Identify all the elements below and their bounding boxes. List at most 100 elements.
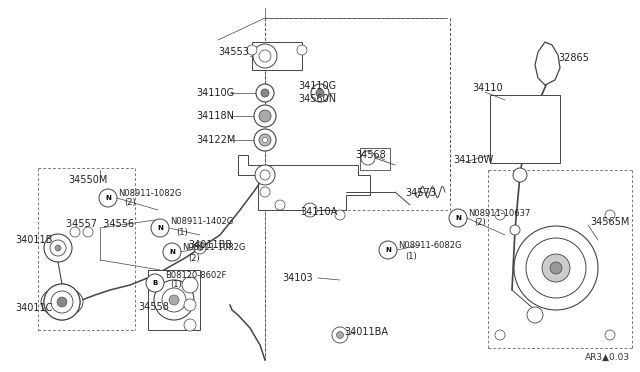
Text: 34568: 34568	[355, 150, 386, 160]
Text: 34110G: 34110G	[196, 88, 234, 98]
Text: N: N	[169, 249, 175, 255]
Circle shape	[70, 227, 80, 237]
Bar	[490, 95, 560, 163]
Text: (2): (2)	[474, 218, 486, 228]
Circle shape	[57, 297, 67, 307]
Circle shape	[337, 331, 344, 339]
Circle shape	[83, 227, 93, 237]
Circle shape	[163, 243, 181, 261]
Text: 34110G: 34110G	[298, 81, 336, 91]
Circle shape	[55, 245, 61, 251]
Circle shape	[44, 234, 72, 262]
Text: (1): (1)	[170, 280, 182, 289]
Circle shape	[297, 45, 307, 55]
Circle shape	[332, 327, 348, 343]
Ellipse shape	[41, 287, 83, 317]
Circle shape	[260, 187, 270, 197]
Circle shape	[316, 89, 324, 97]
Text: 34110W: 34110W	[453, 155, 493, 165]
Circle shape	[254, 105, 276, 127]
Circle shape	[510, 225, 520, 235]
Text: 34550M: 34550M	[68, 175, 108, 185]
Circle shape	[449, 209, 467, 227]
Text: 34560N: 34560N	[298, 94, 336, 104]
Text: 34118N: 34118N	[196, 111, 234, 121]
Circle shape	[194, 242, 206, 254]
Text: N: N	[157, 225, 163, 231]
Text: B: B	[152, 280, 157, 286]
Text: 34110A: 34110A	[300, 207, 337, 217]
Text: 34558: 34558	[138, 302, 169, 312]
Text: 32865: 32865	[558, 53, 589, 63]
Text: N08911-1082G: N08911-1082G	[182, 244, 245, 253]
Text: N08911-1082G: N08911-1082G	[118, 189, 181, 198]
Circle shape	[247, 45, 257, 55]
Text: 34573: 34573	[405, 188, 436, 198]
Text: N08911-1402G: N08911-1402G	[170, 218, 233, 227]
Circle shape	[275, 200, 285, 210]
Circle shape	[305, 205, 315, 215]
Circle shape	[182, 277, 198, 293]
Circle shape	[162, 288, 186, 312]
Circle shape	[256, 84, 274, 102]
Text: 34103: 34103	[282, 273, 312, 283]
Text: N: N	[455, 215, 461, 221]
Circle shape	[526, 238, 586, 298]
Text: 34011B: 34011B	[15, 235, 52, 245]
Circle shape	[253, 44, 277, 68]
Circle shape	[44, 284, 80, 320]
Circle shape	[303, 203, 317, 217]
Text: 34565M: 34565M	[590, 217, 629, 227]
Circle shape	[184, 319, 196, 331]
Text: (1): (1)	[176, 228, 188, 237]
Circle shape	[99, 189, 117, 207]
Circle shape	[254, 129, 276, 151]
Text: (1): (1)	[405, 251, 417, 260]
Circle shape	[311, 84, 329, 102]
Text: B08120-8602F: B08120-8602F	[165, 270, 227, 279]
Circle shape	[44, 284, 80, 320]
Text: 34553: 34553	[218, 47, 249, 57]
Bar	[148, 270, 200, 330]
Circle shape	[542, 254, 570, 282]
Circle shape	[146, 274, 164, 292]
Text: 34011BA: 34011BA	[344, 327, 388, 337]
Circle shape	[259, 50, 271, 62]
Circle shape	[50, 240, 66, 256]
Circle shape	[262, 138, 268, 142]
Circle shape	[51, 291, 73, 313]
Text: N: N	[105, 195, 111, 201]
Text: 34557  34556: 34557 34556	[66, 219, 134, 229]
Text: 34110: 34110	[472, 83, 502, 93]
Text: 34011C: 34011C	[15, 303, 52, 313]
Circle shape	[379, 241, 397, 259]
Circle shape	[57, 297, 67, 307]
Polygon shape	[238, 155, 370, 210]
Text: AR3▲0.03: AR3▲0.03	[585, 353, 630, 362]
Circle shape	[527, 307, 543, 323]
Text: 34011BB: 34011BB	[188, 240, 232, 250]
Circle shape	[514, 226, 598, 310]
Circle shape	[605, 330, 615, 340]
Circle shape	[260, 170, 270, 180]
Circle shape	[550, 262, 562, 274]
Circle shape	[255, 165, 275, 185]
Circle shape	[151, 219, 169, 237]
Circle shape	[335, 210, 345, 220]
Circle shape	[154, 280, 194, 320]
Circle shape	[259, 110, 271, 122]
Circle shape	[261, 89, 269, 97]
Circle shape	[198, 246, 202, 250]
Polygon shape	[535, 42, 560, 85]
Circle shape	[495, 210, 505, 220]
Text: 34122M: 34122M	[196, 135, 236, 145]
Circle shape	[513, 168, 527, 182]
Bar	[252, 42, 302, 70]
Circle shape	[361, 151, 375, 165]
Text: (2): (2)	[124, 199, 136, 208]
Bar	[360, 148, 390, 170]
Text: N08911-10637: N08911-10637	[468, 208, 531, 218]
Circle shape	[51, 291, 73, 313]
Text: N08911-6082G: N08911-6082G	[398, 241, 461, 250]
Text: (2): (2)	[188, 253, 200, 263]
